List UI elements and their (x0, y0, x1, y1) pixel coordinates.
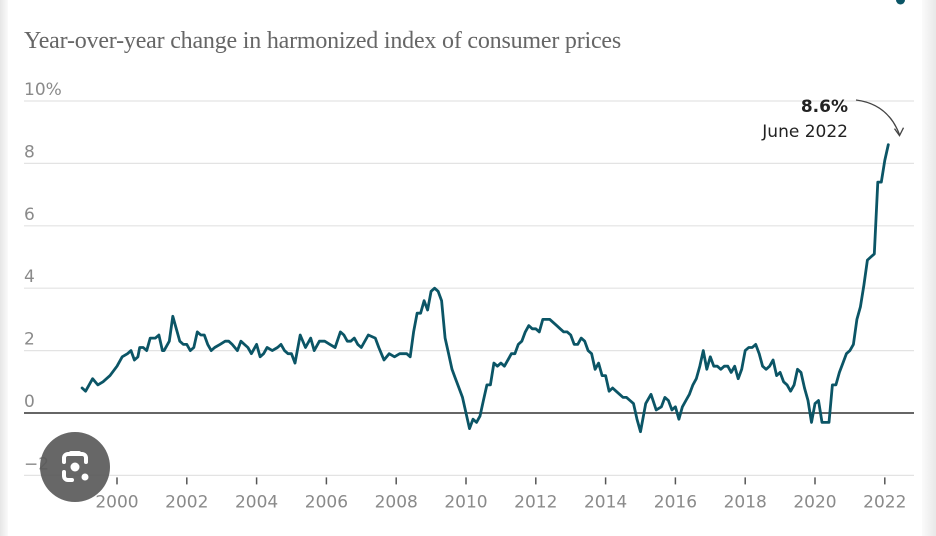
annotation-date: June 2022 (761, 122, 848, 142)
x-tick-label: 2018 (724, 492, 767, 512)
x-tick-label: 2006 (305, 492, 348, 512)
y-tick-label: 6 (24, 205, 35, 225)
chart-title: Year-over-year change in harmonized inde… (24, 28, 622, 54)
x-tick-label: 2020 (793, 492, 836, 512)
x-tick-label: 2002 (165, 492, 208, 512)
x-tick-label: 2014 (584, 492, 627, 512)
right-window-edge (922, 0, 936, 536)
y-tick-label: 2 (24, 330, 35, 350)
lens-camera-icon (62, 451, 89, 482)
x-tick-label: 2000 (95, 492, 138, 512)
x-tick-label: 2016 (654, 492, 697, 512)
annotation-value: 8.6% (801, 97, 848, 117)
x-tick-label: 2012 (514, 492, 557, 512)
x-tick-label: 2010 (444, 492, 487, 512)
y-tick-label: 0 (24, 392, 35, 412)
google-lens-button[interactable] (40, 432, 110, 502)
x-tick-label: 2008 (375, 492, 418, 512)
x-tick-label: 2022 (863, 492, 906, 512)
y-tick-label: 4 (24, 267, 35, 287)
annotation-arrowhead (893, 127, 905, 137)
series-line-hicp (80, 143, 890, 434)
y-tick-label: 10% (24, 80, 62, 100)
left-window-edge (0, 0, 8, 536)
series-end-marker (896, 0, 906, 5)
annotation-arrow (855, 99, 901, 135)
y-tick-label: 8 (24, 142, 35, 162)
x-tick-label: 2004 (235, 492, 278, 512)
